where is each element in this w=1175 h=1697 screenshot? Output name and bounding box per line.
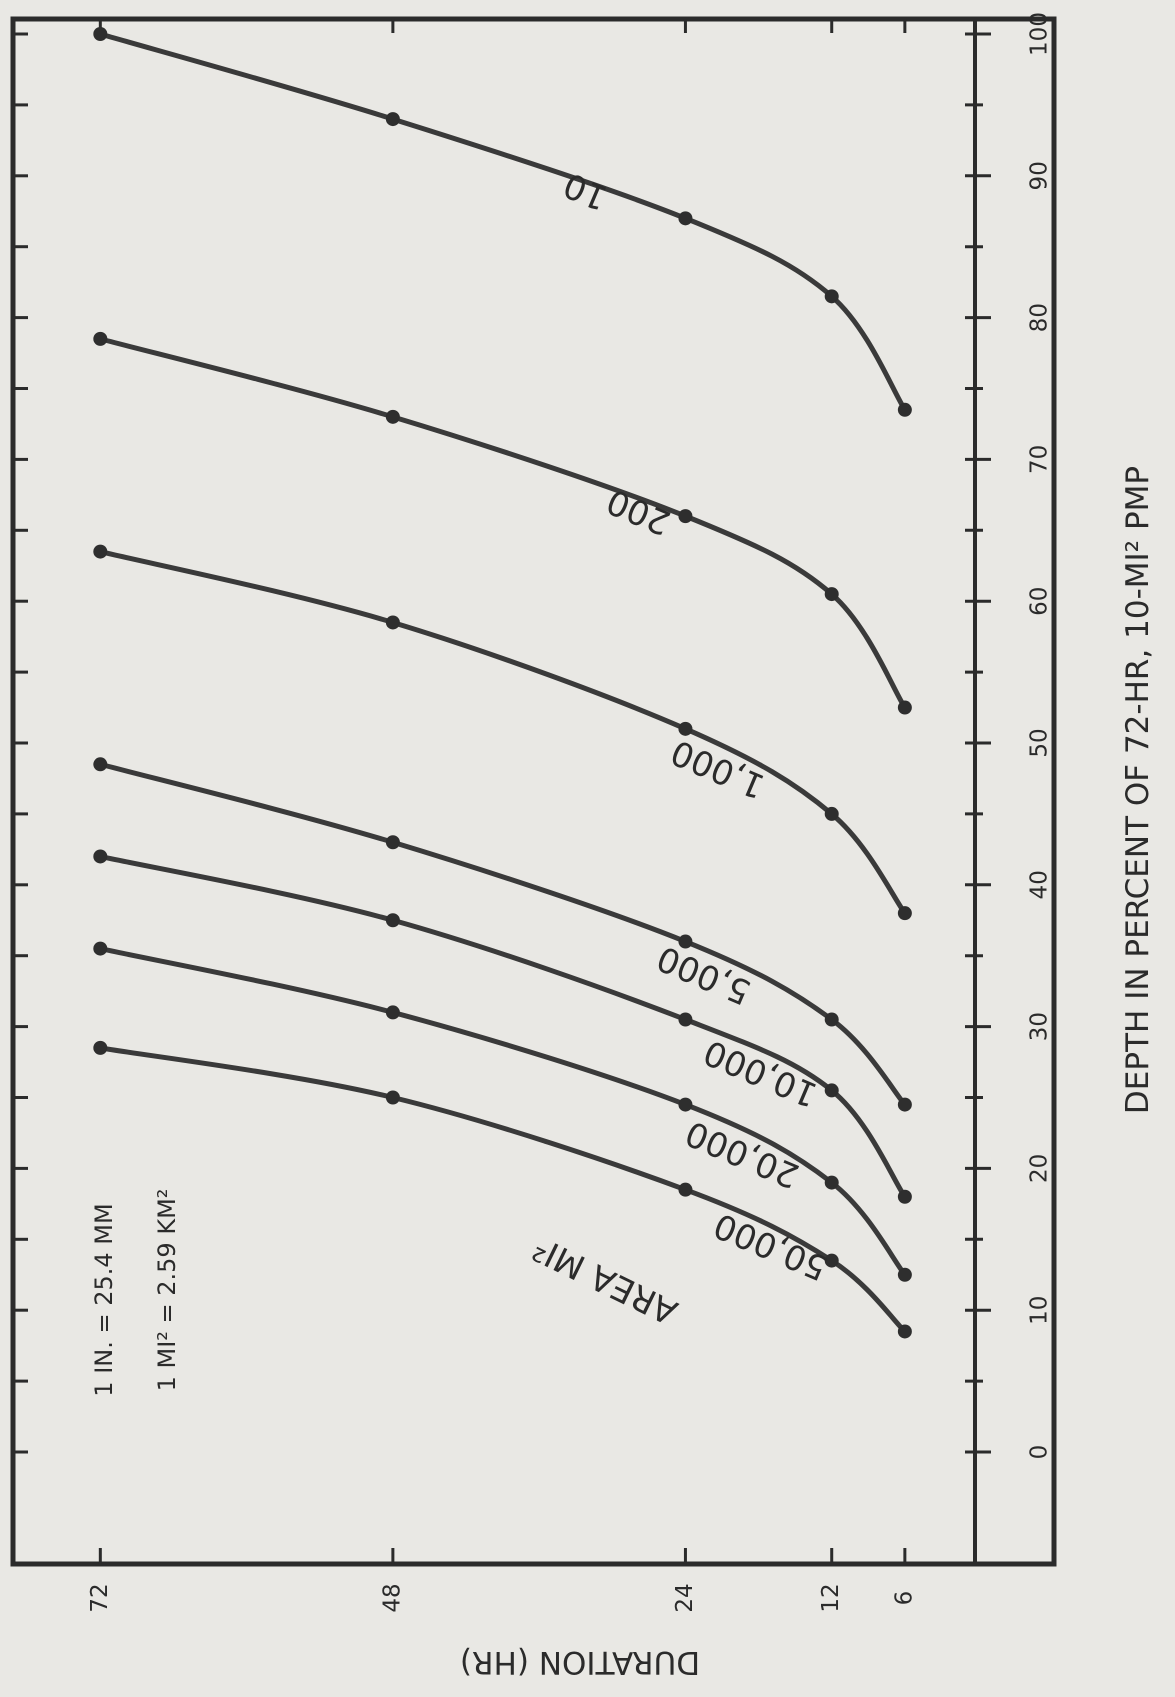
data-point — [93, 757, 108, 772]
data-point — [385, 1005, 400, 1020]
y-axis-title: DEPTH IN PERCENT OF 72-HR, 10-MI² PMP — [1120, 466, 1156, 1114]
data-point — [93, 544, 108, 559]
duration-tick-label: 6 — [891, 1591, 917, 1606]
depth-tick-label: 20 — [1027, 1154, 1053, 1183]
duration-tick-label: 48 — [379, 1583, 405, 1612]
data-point — [897, 906, 912, 921]
depth-tick-label: 40 — [1027, 870, 1053, 899]
data-point — [897, 1324, 912, 1339]
x-axis-title: DURATION (HR) — [460, 1644, 700, 1680]
data-point — [385, 1090, 400, 1105]
data-point — [897, 1097, 912, 1112]
depth-tick-label: 90 — [1027, 161, 1053, 190]
data-point — [824, 1083, 839, 1098]
depth-tick-label: 100 — [1027, 12, 1053, 56]
data-point — [897, 1267, 912, 1282]
series-line-3 — [97, 761, 908, 1108]
depth-tick-label: 10 — [1027, 1296, 1053, 1325]
series-line-6 — [97, 1045, 908, 1334]
data-point — [678, 721, 693, 736]
data-point — [385, 913, 400, 928]
depth-tick-label: 30 — [1027, 1012, 1053, 1041]
curves — [97, 31, 908, 1334]
data-point — [897, 1189, 912, 1204]
depth-tick-label: 70 — [1027, 445, 1053, 474]
duration-tick-label: 24 — [672, 1583, 698, 1612]
data-point — [93, 1040, 108, 1055]
series-line-0 — [97, 31, 908, 413]
tick-labels: 0 10 20 30 40 50 60 70 80 90 100 72 48 24 12 6 — [87, 12, 1053, 1613]
conversion-note-area: 1 MI² = 2.59 KM² — [153, 1189, 181, 1392]
depth-tick-label: 50 — [1027, 728, 1053, 757]
data-point — [678, 1012, 693, 1027]
series-line-2 — [97, 549, 908, 916]
series-line-4 — [97, 853, 908, 1200]
data-point — [93, 331, 108, 346]
data-point — [824, 289, 839, 304]
data-point — [385, 409, 400, 424]
conversion-note-length: 1 IN. = 25.4 MM — [90, 1203, 118, 1396]
data-point — [678, 211, 693, 226]
duration-tick-label: 12 — [818, 1583, 844, 1612]
data-point — [385, 835, 400, 850]
data-point — [93, 941, 108, 956]
data-point — [385, 615, 400, 630]
data-point — [678, 1097, 693, 1112]
data-point — [678, 509, 693, 524]
ticks — [13, 19, 991, 1564]
depth-tick-label: 80 — [1027, 303, 1053, 332]
duration-tick-label: 72 — [87, 1583, 113, 1612]
data-point — [93, 27, 108, 41]
data-point — [824, 806, 839, 821]
plot-frame — [10, 16, 1057, 1567]
series-line-1 — [97, 336, 908, 711]
depth-tick-label: 0 — [1027, 1445, 1053, 1460]
data-point — [678, 1182, 693, 1197]
data-point — [385, 112, 400, 127]
points — [93, 27, 912, 1339]
data-point — [897, 700, 912, 715]
data-point — [824, 587, 839, 602]
depth-tick-label: 60 — [1027, 587, 1053, 616]
data-point — [93, 849, 108, 864]
data-point — [824, 1175, 839, 1190]
series-line-5 — [97, 946, 908, 1278]
data-point — [824, 1012, 839, 1027]
data-point — [897, 402, 912, 417]
data-point — [678, 934, 693, 949]
data-point — [824, 1253, 839, 1268]
